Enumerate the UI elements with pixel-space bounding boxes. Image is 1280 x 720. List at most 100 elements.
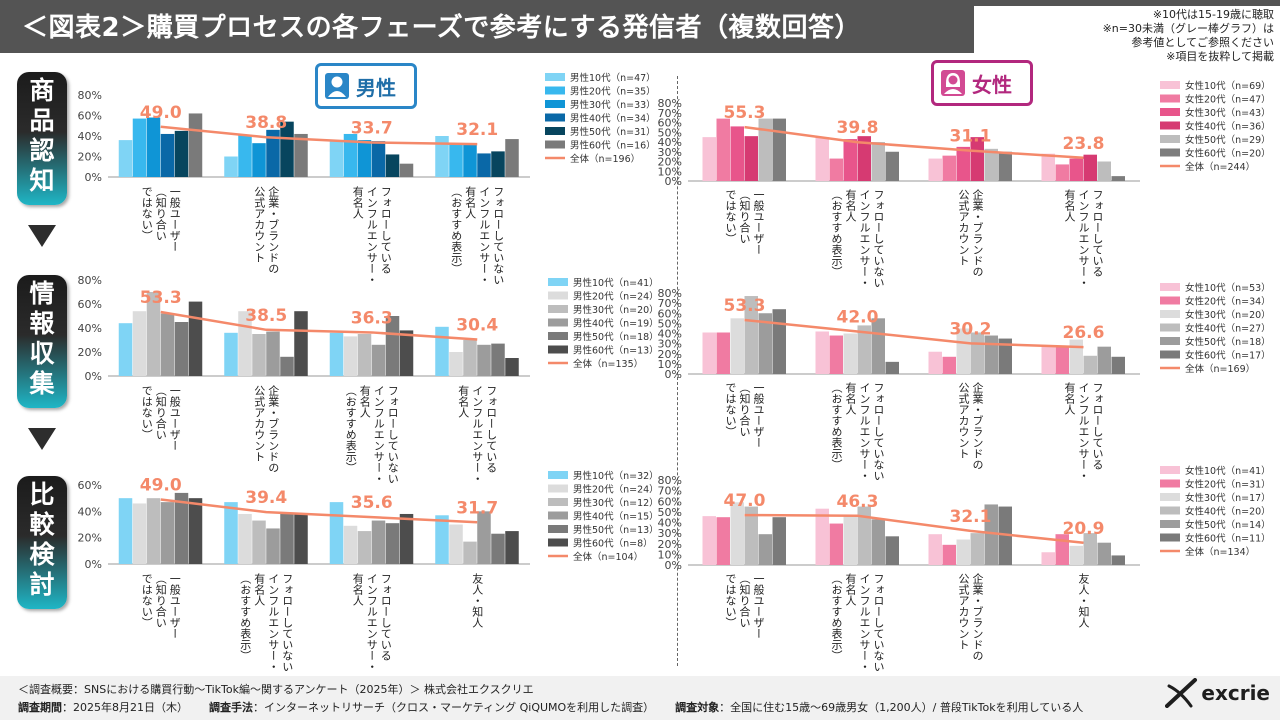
category-label: （おすすめ表示） bbox=[830, 189, 843, 277]
category-label: ではない） bbox=[724, 382, 737, 437]
bar bbox=[505, 139, 519, 177]
bar bbox=[435, 326, 449, 376]
bar bbox=[857, 136, 871, 181]
total-value-label: 31.7 bbox=[456, 498, 498, 518]
total-line bbox=[744, 513, 1084, 545]
category-label: フォローしていない bbox=[872, 573, 885, 672]
total-value-label: 35.6 bbox=[351, 493, 393, 513]
category-label: 有名人 bbox=[844, 188, 857, 222]
legend-swatch bbox=[1160, 493, 1180, 501]
stage-char: 討 bbox=[29, 570, 55, 599]
bar bbox=[744, 296, 758, 374]
bar bbox=[385, 154, 400, 177]
category-label: （知り合い bbox=[738, 382, 751, 437]
bar bbox=[1097, 346, 1111, 374]
total-value-label: 49.0 bbox=[140, 475, 182, 495]
legend-label: 男性10代（n=32） bbox=[573, 470, 659, 482]
method-label: 調査手法 bbox=[208, 701, 253, 714]
bar bbox=[357, 140, 372, 177]
legend-swatch bbox=[548, 278, 568, 286]
bar bbox=[266, 129, 280, 177]
bar bbox=[928, 158, 942, 181]
category-label: インフルエンサー・ bbox=[858, 189, 871, 288]
y-tick-label: 40% bbox=[658, 328, 682, 341]
legend-swatch bbox=[545, 140, 565, 149]
legend-label: 男性40代（n=19） bbox=[573, 318, 659, 330]
category-label: インフルエンサー・ bbox=[365, 186, 378, 285]
total-value-label: 36.3 bbox=[351, 308, 393, 328]
bar bbox=[885, 361, 899, 374]
bar bbox=[716, 517, 730, 565]
category-label: 企業・ブランドの bbox=[267, 384, 280, 473]
category-label: 企業・ブランドの bbox=[971, 188, 984, 277]
legend-label: 女性60代（n=20） bbox=[1185, 148, 1271, 160]
bar bbox=[871, 519, 885, 565]
legend-swatch bbox=[1160, 350, 1180, 359]
total-line bbox=[160, 310, 478, 341]
category-label: 有名人 bbox=[351, 572, 364, 606]
bar bbox=[702, 137, 716, 181]
y-tick-label: 0% bbox=[665, 175, 682, 188]
bar bbox=[716, 118, 730, 181]
bar bbox=[238, 134, 252, 177]
down-arrow-icon bbox=[28, 428, 56, 450]
note-line: 参考値としてご参照ください bbox=[1131, 36, 1274, 49]
legend-swatch bbox=[1160, 148, 1180, 157]
legend-swatch bbox=[545, 127, 565, 135]
bar bbox=[463, 144, 477, 177]
legend-swatch bbox=[548, 471, 568, 479]
legend-swatch bbox=[1160, 337, 1180, 345]
legend-swatch bbox=[548, 511, 568, 520]
total-line bbox=[744, 318, 1084, 349]
bar bbox=[449, 352, 463, 376]
survey-details: 調査期間：2025年8月21日（木） 調査手法：インターネットリサーチ（クロス・… bbox=[18, 699, 1083, 715]
bar bbox=[815, 331, 829, 374]
legend-label: 女性40代（n=27） bbox=[1185, 323, 1271, 335]
bar bbox=[224, 156, 238, 177]
bar bbox=[1041, 552, 1055, 565]
y-tick-label: 70% bbox=[658, 297, 682, 310]
category-label: 公式アカウント bbox=[957, 573, 970, 650]
legend-swatch bbox=[545, 86, 565, 95]
bar bbox=[266, 528, 280, 564]
bar bbox=[1055, 346, 1069, 374]
legend-label: 女性20代（n=47） bbox=[1185, 94, 1271, 106]
total-value-label: 42.0 bbox=[837, 307, 879, 327]
category-label: ではない） bbox=[140, 385, 153, 440]
legend-label: 女性50代（n=14） bbox=[1185, 519, 1271, 531]
category-label: フォローしている bbox=[379, 186, 392, 274]
bar bbox=[970, 137, 984, 181]
total-line bbox=[744, 125, 1084, 160]
y-tick-label: 30% bbox=[658, 527, 682, 540]
y-tick-label: 0% bbox=[85, 171, 102, 184]
bar bbox=[829, 523, 843, 565]
category-label: フォローしている bbox=[485, 385, 498, 473]
bar bbox=[984, 504, 998, 565]
legend-swatch bbox=[548, 525, 568, 533]
bar bbox=[174, 322, 189, 376]
bar bbox=[477, 344, 491, 376]
bar bbox=[329, 502, 344, 564]
bar bbox=[329, 332, 344, 376]
y-tick-label: 60% bbox=[78, 298, 102, 311]
y-tick-label: 40% bbox=[658, 136, 682, 149]
bar bbox=[970, 533, 984, 565]
bar bbox=[174, 492, 189, 564]
y-tick-label: 80% bbox=[658, 287, 682, 300]
stage-char: 知 bbox=[29, 166, 55, 195]
bar bbox=[702, 332, 716, 374]
legend-swatch bbox=[1160, 108, 1180, 116]
category-label: 一般ユーザー bbox=[168, 385, 181, 451]
legend-swatch bbox=[548, 498, 568, 506]
legend-swatch bbox=[1160, 81, 1180, 89]
stage-char: 較 bbox=[29, 510, 55, 539]
bar bbox=[371, 344, 386, 376]
category-label: 一般ユーザー bbox=[752, 382, 765, 448]
legend-label: 男性40代（n=15） bbox=[573, 511, 659, 523]
target-label: 調査対象 bbox=[675, 701, 720, 714]
female-person-icon bbox=[941, 70, 965, 96]
stage-char: 収 bbox=[29, 339, 55, 368]
y-tick-label: 70% bbox=[658, 107, 682, 120]
legend-swatch bbox=[548, 484, 568, 493]
y-tick-label: 0% bbox=[665, 559, 682, 572]
